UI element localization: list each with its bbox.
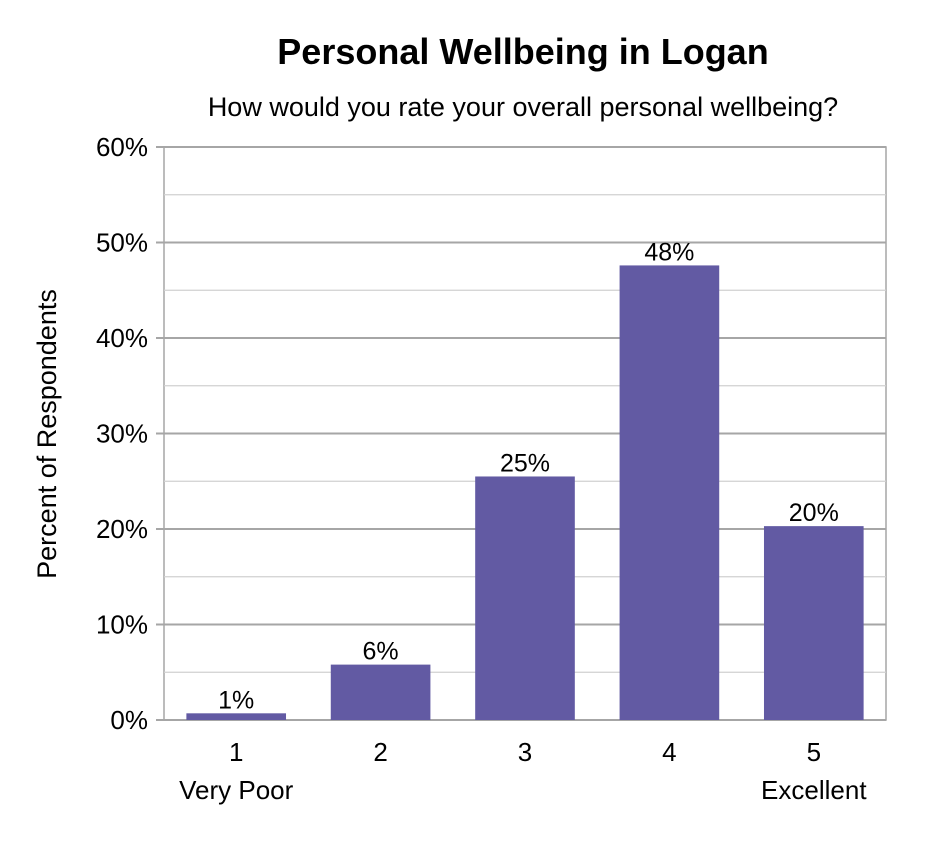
bar-data-label: 6%: [363, 638, 399, 666]
bar: [186, 713, 287, 720]
y-tick-label: 60%: [96, 132, 148, 162]
bar: [330, 664, 431, 720]
y-tick-label: 30%: [96, 419, 148, 449]
bar-data-label: 48%: [644, 238, 694, 266]
bar-data-label: 20%: [789, 499, 839, 527]
bar: [763, 526, 864, 720]
bar-series: [186, 265, 864, 720]
y-tick-label: 0%: [110, 705, 148, 735]
chart-subtitle: How would you rate your overall personal…: [208, 92, 838, 122]
y-tick-label: 10%: [96, 610, 148, 640]
chart-title: Personal Wellbeing in Logan: [277, 31, 768, 72]
bar-data-label: 25%: [500, 449, 550, 477]
bar: [619, 265, 720, 720]
y-tick-label: 20%: [96, 514, 148, 544]
x-axis: 1 Very Poor 2 3 4 5 Excellent: [179, 737, 867, 805]
x-tick-label: 4: [662, 737, 676, 767]
x-tick-label: 2: [373, 737, 387, 767]
y-tick-label: 40%: [96, 323, 148, 353]
x-tick-sublabel: Excellent: [761, 775, 867, 805]
x-tick-label: 3: [518, 737, 532, 767]
x-tick-label: 5: [807, 737, 821, 767]
x-tick-sublabel: Very Poor: [179, 775, 294, 805]
x-tick-label: 1: [229, 737, 243, 767]
y-axis: 0% 10% 20% 30% 40% 50% 60%: [96, 132, 164, 735]
bar: [475, 476, 575, 720]
y-axis-label: Percent of Respondents: [32, 289, 62, 579]
data-labels: 1% 6% 25% 48% 20%: [218, 238, 839, 714]
y-tick-label: 50%: [96, 228, 148, 258]
bar-data-label: 1%: [218, 686, 254, 714]
